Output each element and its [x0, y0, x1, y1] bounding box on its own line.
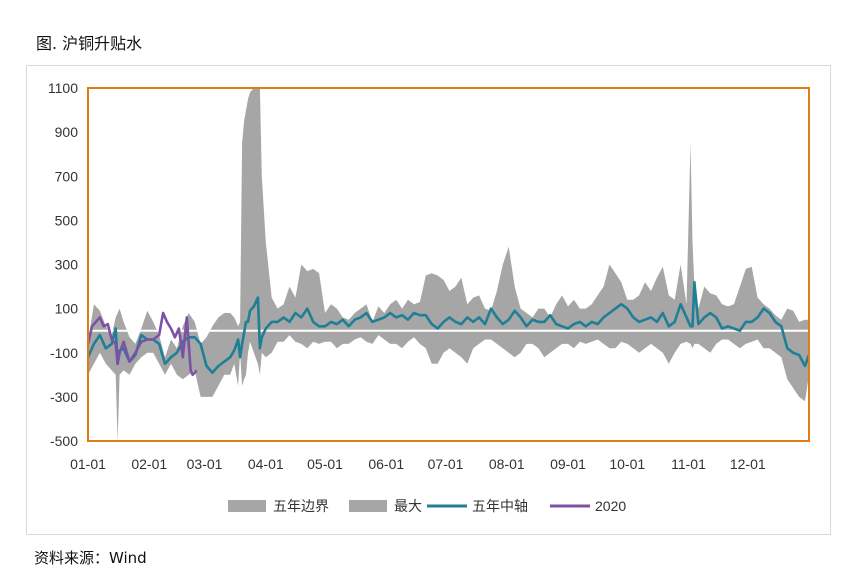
x-tick-label: 06-01 [368, 456, 404, 472]
year-2020-line [86, 311, 198, 377]
legend-label: 五年中轴 [472, 498, 528, 514]
x-tick-label: 03-01 [187, 456, 223, 472]
y-tick-label: 900 [55, 124, 79, 140]
chart-frame: -500 -300 -100 100 300 500 700 900 1100 01-01 02-… [26, 65, 831, 535]
x-tick-label: 09-01 [550, 456, 586, 472]
year-2020-line-layer [86, 311, 198, 377]
x-axis: 01-01 02-01 03-01 04-01 05-01 06-01 07-01 08-01… [70, 456, 766, 472]
x-tick-label: 11-01 [671, 456, 706, 472]
figure-title: 图. 沪铜升贴水 [36, 34, 143, 53]
plot-border-layer [87, 87, 810, 442]
legend-label: 最大 [394, 498, 422, 514]
legend-swatch [349, 500, 387, 512]
y-tick-label: 500 [55, 212, 79, 228]
median-line [86, 280, 811, 374]
y-tick-label: 1100 [48, 80, 78, 96]
y-tick-label: 100 [55, 301, 79, 317]
x-tick-label: 12-01 [730, 456, 766, 472]
y-axis: -500 -300 -100 100 300 500 700 900 1100 [48, 80, 78, 449]
legend-label: 五年边界 [273, 498, 329, 514]
five-year-band-layer [88, 88, 809, 441]
premium-discount-chart: -500 -300 -100 100 300 500 700 900 1100 01-01 02-… [48, 80, 811, 514]
legend-label: 2020 [595, 498, 626, 514]
y-tick-label: 700 [55, 168, 79, 184]
x-tick-label: 07-01 [428, 456, 464, 472]
plot-border [87, 87, 810, 442]
x-tick-label: 08-01 [489, 456, 525, 472]
x-tick-label: 01-01 [70, 456, 106, 472]
band-area [88, 88, 809, 441]
x-tick-label: 04-01 [248, 456, 284, 472]
x-tick-label: 02-01 [131, 456, 167, 472]
y-tick-label: 300 [55, 257, 79, 273]
source-note: 资料来源：Wind [34, 549, 147, 567]
median-line-layer [86, 280, 811, 374]
legend-swatch [228, 500, 266, 512]
legend: 五年边界 最大 五年中轴 2020 [228, 498, 626, 514]
y-tick-label: -100 [50, 345, 78, 361]
y-tick-label: -300 [50, 389, 78, 405]
y-tick-label: -500 [50, 433, 78, 449]
x-tick-label: 05-01 [307, 456, 343, 472]
x-tick-label: 10-01 [609, 456, 645, 472]
